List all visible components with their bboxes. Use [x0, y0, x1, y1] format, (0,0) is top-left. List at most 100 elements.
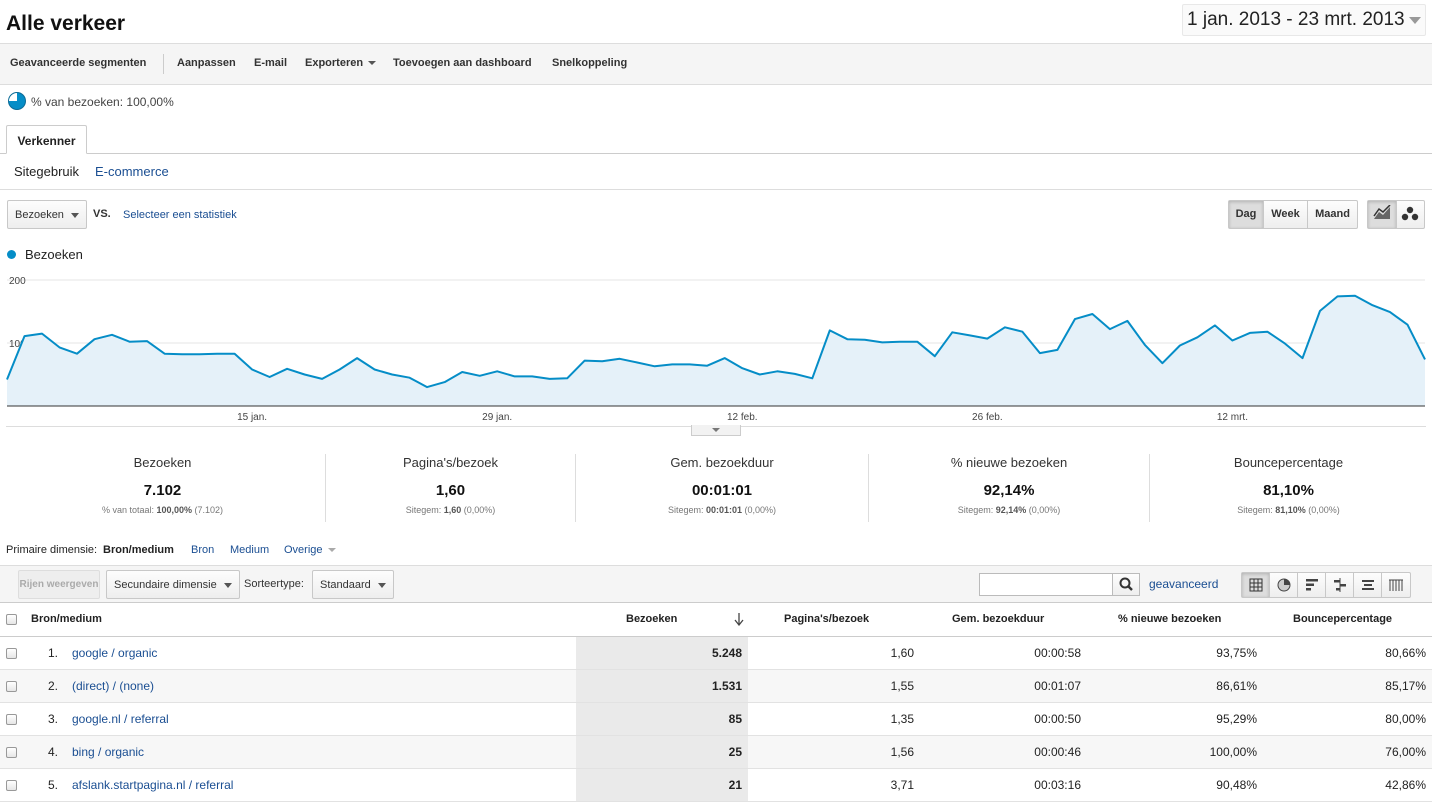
comparison-view-icon[interactable]	[1326, 573, 1354, 597]
pie-view-icon[interactable]	[1270, 573, 1298, 597]
add-to-dashboard-button[interactable]: Toevoegen aan dashboard	[393, 57, 532, 69]
period-month-button[interactable]: Maand	[1315, 208, 1350, 220]
scorecard-divider	[868, 454, 869, 522]
column-header-bounce-rate[interactable]: Bouncepercentage	[1263, 603, 1432, 637]
scorecard-value: 1,60	[435, 482, 466, 499]
segment-pie-icon[interactable]	[8, 92, 26, 110]
motion-chart-icon[interactable]	[1397, 201, 1425, 228]
row-rank: 5.	[47, 777, 58, 792]
scorecard-comparison-value: 00:01:01	[705, 505, 743, 515]
shortcut-button[interactable]: Snelkoppeling	[552, 57, 628, 69]
pivot-view-icon[interactable]	[1382, 573, 1410, 597]
visits-line-chart[interactable]: 200 100 15 jan. 29 jan. 12 feb. 26 feb. 12 mrt…	[0, 262, 1432, 426]
column-header-pages-per-visit[interactable]: Pagina's/bezoek	[748, 603, 920, 637]
table-view-selector	[1241, 572, 1411, 598]
row-avg-duration: 00:00:50	[920, 702, 1087, 736]
chevron-down-icon	[1409, 17, 1421, 24]
term-cloud-icon[interactable]	[1354, 573, 1382, 597]
row-source-cell: 2. (direct) / (none)	[28, 669, 576, 703]
metric-select[interactable]: Bezoeken	[7, 200, 87, 229]
period-day-button[interactable]: Dag	[1229, 201, 1264, 228]
sort-type-value: Standaard	[320, 579, 371, 591]
column-header-source-medium[interactable]: Bron/medium	[28, 603, 576, 637]
row-bounce-rate: 42,86%	[1263, 768, 1432, 802]
performance-view-icon[interactable]	[1298, 573, 1326, 597]
row-pages-per-visit: 1,56	[748, 735, 920, 769]
scorecard-comparison-value: 92,14%	[995, 505, 1027, 515]
chevron-down-icon	[327, 548, 336, 553]
scorecard-comparison-prefix: Sitegem:	[957, 505, 994, 515]
chevron-down-icon	[224, 583, 232, 588]
row-checkbox[interactable]	[0, 702, 28, 736]
primary-dimension-label: Primaire dimensie:	[6, 544, 98, 556]
table-row: 2. (direct) / (none) 1.531 1,55 00:01:07 86,6…	[0, 669, 1432, 703]
x-tick-label: 12 feb.	[727, 412, 758, 423]
row-pages-per-visit: 1,35	[748, 702, 920, 736]
email-button[interactable]: E-mail	[254, 57, 288, 69]
row-avg-duration: 00:00:46	[920, 735, 1087, 769]
dimension-other[interactable]: Overige	[284, 544, 336, 556]
customize-button[interactable]: Aanpassen	[177, 57, 236, 69]
search-icon	[1119, 577, 1133, 591]
date-range-picker[interactable]: 1 jan. 2013 - 23 mrt. 2013	[1182, 4, 1426, 36]
scorecard: Bezoeken 7.102 % van totaal: 100,00% (7.10…	[0, 452, 325, 522]
scorecard-comparison: Sitegem: 1,60 (0,00%)	[326, 505, 575, 515]
advanced-filter-link[interactable]: geavanceerd	[1149, 577, 1219, 591]
scorecard-label: % nieuwe bezoeken	[950, 455, 1068, 470]
row-source-link[interactable]: (direct) / (none)	[72, 678, 155, 693]
dimension-source[interactable]: Bron	[191, 544, 215, 556]
line-chart-icon[interactable]	[1368, 201, 1397, 228]
export-button[interactable]: Exporteren	[305, 57, 377, 69]
subtab-ecommerce[interactable]: E-commerce	[95, 164, 169, 179]
row-new-visits: 90,48%	[1087, 768, 1263, 802]
data-table: Bron/medium Bezoeken Pagina's/bezoek Gem…	[0, 603, 1432, 802]
show-rows-button[interactable]: Rijen weergeven	[18, 570, 100, 599]
search-button[interactable]	[1112, 573, 1140, 596]
scorecard-label: Bezoeken	[133, 455, 192, 470]
scorecard-label: Pagina's/bezoek	[403, 455, 498, 470]
column-header-visits[interactable]: Bezoeken	[576, 603, 748, 637]
row-new-visits: 100,00%	[1087, 735, 1263, 769]
row-checkbox[interactable]	[0, 735, 28, 769]
row-source-link[interactable]: bing / organic	[72, 744, 145, 759]
row-checkbox[interactable]	[0, 768, 28, 802]
segment-label: % van bezoeken: 100,00%	[31, 95, 174, 109]
table-view-icon[interactable]	[1242, 573, 1270, 597]
row-source-link[interactable]: google.nl / referral	[72, 711, 169, 726]
secondary-dimension-select[interactable]: Secundaire dimensie	[106, 570, 240, 599]
dimension-medium[interactable]: Medium	[230, 544, 270, 556]
chart-type-selector	[1367, 200, 1425, 229]
select-metric-link[interactable]: Selecteer een statistiek	[123, 209, 237, 221]
row-new-visits: 86,61%	[1087, 669, 1263, 703]
export-label: Exporteren	[305, 57, 364, 69]
scorecard-label: Bouncepercentage	[1233, 455, 1344, 470]
report-toolbar: Geavanceerde segmenten Aanpassen E-mail …	[0, 43, 1432, 85]
row-rank: 2.	[47, 678, 58, 693]
sort-type-select[interactable]: Standaard	[312, 570, 394, 599]
scorecard-comparison-suffix: (0,00%)	[744, 505, 777, 515]
advanced-segments-button[interactable]: Geavanceerde segmenten	[10, 57, 147, 69]
row-checkbox[interactable]	[0, 636, 28, 670]
column-header-avg-duration[interactable]: Gem. bezoekduur	[920, 603, 1087, 637]
column-header-new-visits[interactable]: % nieuwe bezoeken	[1087, 603, 1263, 637]
scorecard: Pagina's/bezoek 1,60 Sitegem: 1,60 (0,00%)	[326, 452, 575, 522]
row-source-link[interactable]: afslank.startpagina.nl / referral	[72, 777, 234, 792]
select-all-checkbox[interactable]	[0, 603, 28, 637]
scorecard-comparison: % van totaal: 100,00% (7.102)	[0, 505, 325, 515]
period-week-button[interactable]: Week	[1264, 201, 1308, 228]
row-new-visits: 93,75%	[1087, 636, 1263, 670]
table-search-input[interactable]	[979, 573, 1113, 596]
row-checkbox[interactable]	[0, 669, 28, 703]
tab-explorer[interactable]: Verkenner	[6, 125, 87, 154]
scorecard-comparison-suffix: (7.102)	[194, 505, 224, 515]
period-selector: Dag Week Maand	[1228, 200, 1358, 229]
collapse-chart-toggle[interactable]	[691, 425, 741, 436]
chevron-down-icon	[71, 213, 79, 218]
table-header-row: Bron/medium Bezoeken Pagina's/bezoek Gem…	[0, 603, 1432, 637]
row-source-link[interactable]: google / organic	[72, 645, 158, 660]
row-pages-per-visit: 1,60	[748, 636, 920, 670]
secondary-dimension-label: Secundaire dimensie	[114, 579, 217, 591]
row-rank: 4.	[47, 744, 58, 759]
subtab-site-usage[interactable]: Sitegebruik	[14, 164, 80, 179]
series-legend-dot	[7, 250, 16, 259]
